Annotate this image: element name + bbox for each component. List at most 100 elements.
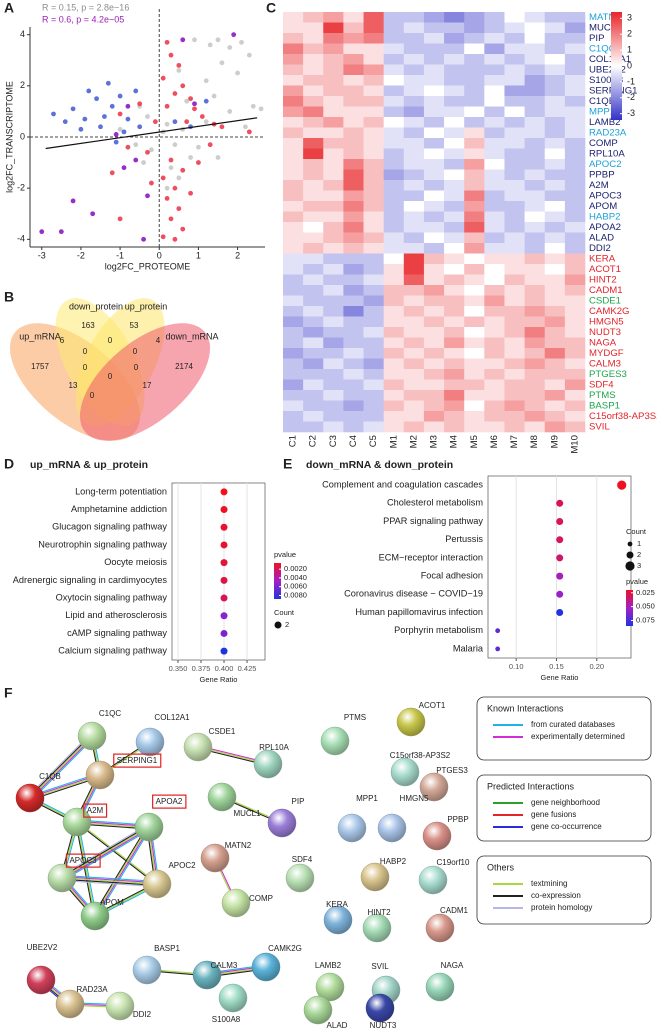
network-node	[207, 782, 237, 812]
category-label: Oxytocin signaling pathway	[56, 592, 168, 602]
node-label: CSDE1	[209, 727, 236, 736]
heatmap-cell	[504, 85, 525, 97]
node-label: S100A8	[212, 1015, 241, 1024]
point	[164, 39, 170, 45]
network-node	[362, 913, 392, 943]
heatmap-cell	[323, 64, 344, 76]
row-label: C1QB	[589, 96, 615, 107]
network-node	[418, 865, 448, 895]
column-label: M5	[469, 435, 480, 448]
heatmap-cell	[423, 106, 445, 118]
heatmap-cell	[504, 243, 525, 254]
venn-count: 0	[90, 391, 95, 400]
heatmap-cell	[283, 316, 304, 328]
heatmap-cell	[363, 274, 384, 286]
venn-count: 0	[83, 347, 88, 356]
heatmap-cell	[303, 201, 324, 212]
heatmap-cell	[504, 411, 525, 422]
heatmap-cell	[303, 43, 324, 55]
point	[121, 129, 127, 135]
heatmap-cell	[524, 64, 546, 76]
heatmap-cell	[403, 169, 425, 181]
network-node	[132, 955, 162, 985]
heatmap-cell	[564, 421, 586, 433]
heatmap-cell	[524, 316, 546, 328]
heatmap-cell	[544, 211, 566, 223]
heatmap-cell	[544, 337, 566, 349]
point	[192, 37, 197, 43]
node-label: BASP1	[154, 944, 180, 953]
heatmap-cell	[283, 180, 304, 191]
heatmap-cell	[484, 390, 505, 401]
heatmap-cell	[504, 138, 525, 149]
heatmap-cell	[363, 117, 384, 128]
heatmap-cell	[363, 12, 384, 23]
heatmap-cell	[484, 180, 505, 191]
legend-box	[476, 774, 652, 842]
point	[160, 175, 166, 181]
network-edge	[77, 821, 97, 916]
y-tick-label: 2	[20, 80, 25, 90]
point	[62, 119, 68, 125]
network-edge	[29, 735, 93, 799]
heatmap-cell	[544, 64, 566, 76]
heatmap-cell	[303, 148, 324, 160]
pvalue-tick-label: 0.025	[636, 588, 655, 597]
colorbar-tick-label: 1	[627, 44, 632, 54]
heatmap-cell	[564, 253, 586, 265]
heatmap-cell	[363, 369, 384, 380]
heatmap-cell	[383, 306, 405, 317]
x-tick-label: 1	[196, 250, 201, 260]
heatmap-cell	[544, 379, 566, 391]
dot	[556, 499, 564, 507]
pvalue-colorbar	[274, 563, 281, 599]
heatmap-cell	[524, 85, 546, 97]
heatmap-cell	[464, 127, 485, 139]
heatmap-cell	[464, 159, 485, 170]
heatmap-cell	[363, 232, 384, 244]
point	[207, 142, 213, 148]
heatmap-cell	[423, 274, 445, 286]
heatmap-cell	[363, 33, 384, 44]
x-tick-label: 0.15	[549, 662, 564, 671]
dot	[220, 629, 228, 637]
heatmap-cell	[444, 316, 465, 328]
heatmap-cell	[323, 96, 344, 107]
heatmap-cell	[363, 358, 384, 370]
point	[203, 98, 209, 104]
category-label: Focal adhesion	[421, 571, 483, 581]
heatmap-cell	[464, 201, 485, 212]
heatmap-cell	[444, 243, 465, 254]
venn-count: 1757	[31, 362, 49, 371]
heatmap-cell	[343, 148, 364, 160]
legend-label: protein homology	[531, 903, 592, 912]
heatmap-cell	[464, 232, 485, 244]
heatmap-cell	[423, 222, 445, 233]
heatmap-cell	[504, 201, 525, 212]
heatmap-cell	[323, 106, 344, 118]
heatmap-cell	[403, 337, 425, 349]
heatmap-cell	[343, 243, 364, 254]
heatmap-cell	[484, 85, 505, 97]
heatmap-cell	[544, 222, 566, 233]
heatmap-cell	[343, 169, 364, 181]
heatmap-cell	[363, 169, 384, 181]
heatmap-cell	[403, 411, 425, 422]
heatmap-cell	[544, 390, 566, 401]
node-label: DDI2	[133, 1010, 152, 1019]
heatmap-cell	[403, 117, 425, 128]
x-tick-label: 0	[157, 250, 162, 260]
heatmap-cell	[484, 285, 505, 296]
heatmap-cell	[363, 54, 384, 65]
network-node	[200, 843, 230, 873]
heatmap-cell	[283, 337, 304, 349]
heatmap-cell	[323, 316, 344, 328]
legend-label: from curated databases	[531, 720, 615, 729]
dot	[220, 594, 228, 602]
heatmap-cell	[403, 358, 425, 370]
point	[176, 175, 182, 181]
heatmap-cell	[524, 190, 546, 202]
heatmap-cell	[363, 348, 384, 359]
heatmap-cell	[464, 369, 485, 380]
column-label: C3	[328, 435, 339, 447]
